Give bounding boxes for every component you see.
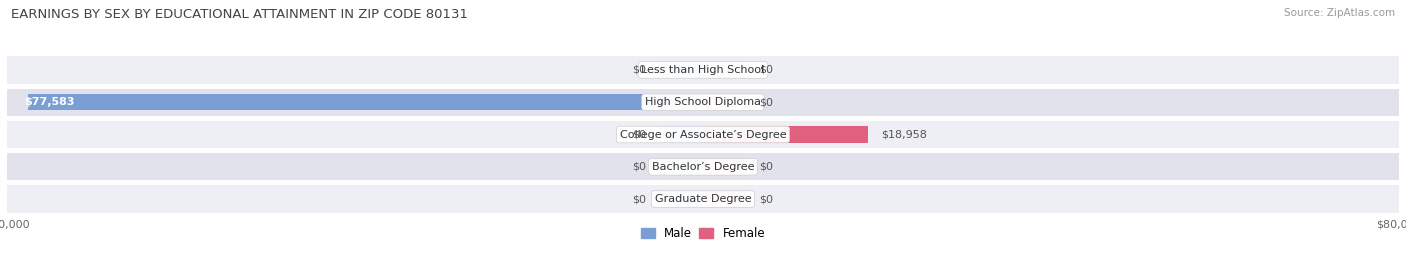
Legend: Male, Female: Male, Female (636, 222, 770, 245)
Text: $0: $0 (633, 65, 647, 75)
Text: High School Diploma: High School Diploma (645, 97, 761, 107)
Text: $0: $0 (759, 65, 773, 75)
Bar (659, 126, 703, 143)
Bar (659, 191, 703, 207)
Text: $0: $0 (633, 194, 647, 204)
Text: EARNINGS BY SEX BY EDUCATIONAL ATTAINMENT IN ZIP CODE 80131: EARNINGS BY SEX BY EDUCATIONAL ATTAINMEN… (11, 8, 468, 21)
Bar (703, 191, 747, 207)
Text: $0: $0 (759, 97, 773, 107)
Bar (7, 56, 1399, 84)
Text: $0: $0 (759, 162, 773, 172)
Bar (7, 153, 1399, 180)
Bar (703, 62, 747, 78)
Text: $0: $0 (633, 162, 647, 172)
Bar (703, 94, 747, 110)
Text: College or Associate’s Degree: College or Associate’s Degree (620, 129, 786, 140)
Text: Bachelor’s Degree: Bachelor’s Degree (652, 162, 754, 172)
Text: $0: $0 (633, 129, 647, 140)
Text: Source: ZipAtlas.com: Source: ZipAtlas.com (1284, 8, 1395, 18)
Bar (28, 94, 703, 110)
Bar (7, 121, 1399, 148)
Bar (7, 185, 1399, 213)
Bar (7, 89, 1399, 116)
Bar (703, 126, 868, 143)
Bar (659, 62, 703, 78)
Text: Less than High School: Less than High School (641, 65, 765, 75)
Text: $0: $0 (759, 194, 773, 204)
Text: Graduate Degree: Graduate Degree (655, 194, 751, 204)
Bar (703, 159, 747, 175)
Text: $18,958: $18,958 (882, 129, 927, 140)
Bar (659, 159, 703, 175)
Text: $77,583: $77,583 (24, 97, 75, 107)
